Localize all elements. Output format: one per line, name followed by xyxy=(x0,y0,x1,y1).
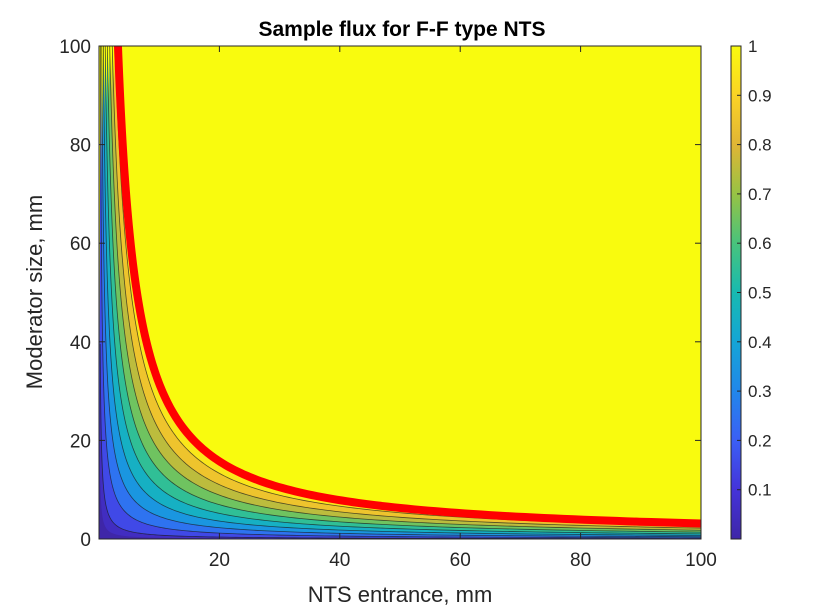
y-tick-label: 60 xyxy=(70,234,91,255)
chart-title: Sample flux for F-F type NTS xyxy=(258,18,545,41)
plot-frame xyxy=(98,45,702,540)
contour-line-0.8 xyxy=(111,46,701,529)
y-tick-label: 80 xyxy=(70,136,91,157)
colorbar-tick-label: 0.7 xyxy=(748,185,772,204)
y-tick-label: 40 xyxy=(70,333,91,354)
colorbar-tick-label: 0.6 xyxy=(748,234,772,253)
colorbar-ticks: 0.1 0.2 0.3 0.4 0.5 0.6 0.7 0.8 0.9 1 xyxy=(737,37,772,500)
x-tick-label: 40 xyxy=(329,550,350,571)
y-tick-label: 0 xyxy=(80,530,91,551)
colorbar-gradient xyxy=(731,46,741,539)
colorbar-tick-label: 1 xyxy=(748,37,757,56)
contour-line-0.4 xyxy=(102,46,701,536)
x-tick-label: 80 xyxy=(570,550,591,571)
contour-line-0.7 xyxy=(109,46,701,531)
y-axis-ticks: 0 20 40 60 80 100 xyxy=(59,37,701,551)
red-contour-line xyxy=(113,46,701,528)
contour-bands xyxy=(99,46,701,539)
contour-line-0.2 xyxy=(100,46,701,539)
contour-line-0.1 xyxy=(99,343,701,539)
contour-band-0.5 xyxy=(99,46,701,539)
colorbar-tick-label: 0.4 xyxy=(748,333,772,352)
contour-line-0.6 xyxy=(106,46,701,533)
contour-line-0.9 xyxy=(114,46,701,527)
colorbar-tick-label: 0.1 xyxy=(748,481,772,500)
y-tick-label: 20 xyxy=(70,431,91,452)
colorbar-tick-label: 0.3 xyxy=(748,382,772,401)
colorbar: 0.1 0.2 0.3 0.4 0.5 0.6 0.7 0.8 0.9 1 xyxy=(730,37,772,540)
x-axis-ticks: 20 40 60 80 100 xyxy=(209,46,717,571)
plot-area xyxy=(98,45,702,540)
contour-line-0.3 xyxy=(101,46,701,538)
y-tick-label: 100 xyxy=(59,37,91,58)
colorbar-tick-label: 0.2 xyxy=(748,431,772,450)
contour-line-0.5 xyxy=(104,46,701,535)
colorbar-tick-label: 0.5 xyxy=(748,284,772,303)
highlight-contour xyxy=(113,46,701,528)
colorbar-tick-label: 0.8 xyxy=(748,136,772,155)
x-tick-label: 20 xyxy=(209,550,230,571)
x-tick-label: 100 xyxy=(685,550,717,571)
x-axis-label: NTS entrance, mm xyxy=(308,582,493,607)
colorbar-tick-label: 0.9 xyxy=(748,86,772,105)
x-tick-label: 60 xyxy=(450,550,471,571)
y-axis-label: Moderator size, mm xyxy=(22,195,47,389)
